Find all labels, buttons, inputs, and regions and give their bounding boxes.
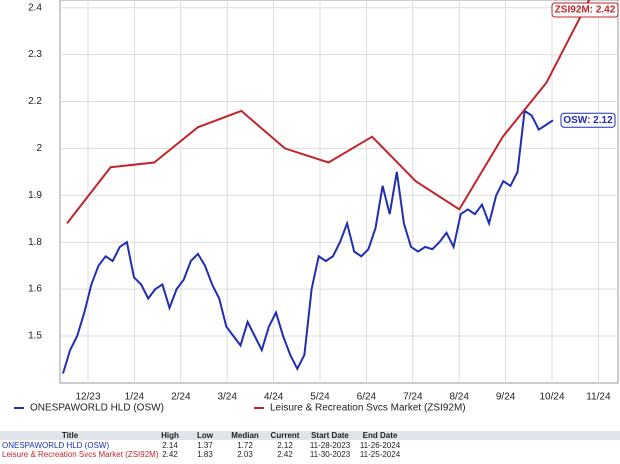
table-cell: 2.03 <box>237 450 253 459</box>
y-tick-label: 1.5 <box>28 331 42 342</box>
table-cell: 1.83 <box>197 450 213 459</box>
y-tick-label: 1.6 <box>28 284 42 295</box>
y-tick-label: 1.9 <box>28 190 42 201</box>
end-label-box <box>560 112 616 128</box>
table-header: Current <box>271 431 300 440</box>
y-tick-label: 2.4 <box>28 2 42 13</box>
table-cell: 2.42 <box>162 450 178 459</box>
y-tick-label: 2.2 <box>28 96 42 107</box>
x-tick-label: 9/24 <box>496 392 516 403</box>
table-cell: 2.12 <box>277 441 293 450</box>
x-tick-label: 11/24 <box>586 392 611 403</box>
table-cell: 11-28-2023 <box>310 441 351 450</box>
x-tick-label: 3/24 <box>217 392 237 403</box>
end-label-box <box>551 2 619 18</box>
table-cell: 11-30-2023 <box>310 450 351 459</box>
x-tick-label: 7/24 <box>403 392 423 403</box>
x-tick-label: 2/24 <box>171 392 191 403</box>
table-header: Low <box>197 431 214 440</box>
table-cell: 1.37 <box>197 441 213 450</box>
table-header-bg <box>0 431 620 440</box>
table-header: End Date <box>363 431 398 440</box>
series-line <box>66 0 591 225</box>
table-cell: 1.72 <box>237 441 253 450</box>
series-line <box>62 109 554 374</box>
end-label: ZSI92M: 2.42 <box>555 5 616 16</box>
legend-label: Leisure & Recreation Svcs Market (ZSI92M… <box>270 403 466 414</box>
table-cell: ONESPAWORLD HLD (OSW) <box>2 441 109 450</box>
table-cell: 2.14 <box>162 441 178 450</box>
y-tick-label: 2 <box>36 143 42 154</box>
x-tick-label: 5/24 <box>310 392 330 403</box>
table-cell: 11-26-2024 <box>360 441 401 450</box>
table-header: Title <box>62 431 79 440</box>
x-tick-label: 12/23 <box>75 392 100 403</box>
table-header: Median <box>231 431 259 440</box>
table-header: High <box>161 431 179 440</box>
x-tick-label: 6/24 <box>357 392 377 403</box>
x-tick-label: 4/24 <box>264 392 284 403</box>
x-tick-label: 10/24 <box>539 392 564 403</box>
table-header: Start Date <box>311 431 349 440</box>
legend-label: ONESPAWORLD HLD (OSW) <box>30 403 164 414</box>
x-tick-label: 8/24 <box>449 392 469 403</box>
y-tick-label: 2.3 <box>28 49 42 60</box>
table-cell: Leisure & Recreation Svcs Market (ZSI92M… <box>2 450 159 459</box>
end-label: OSW: 2.12 <box>563 115 613 126</box>
y-tick-label: 1.8 <box>28 237 42 248</box>
table-cell: 2.42 <box>277 450 293 459</box>
table-cell: 11-25-2024 <box>360 450 401 459</box>
x-tick-label: 1/24 <box>125 392 145 403</box>
plot-area <box>59 0 619 384</box>
